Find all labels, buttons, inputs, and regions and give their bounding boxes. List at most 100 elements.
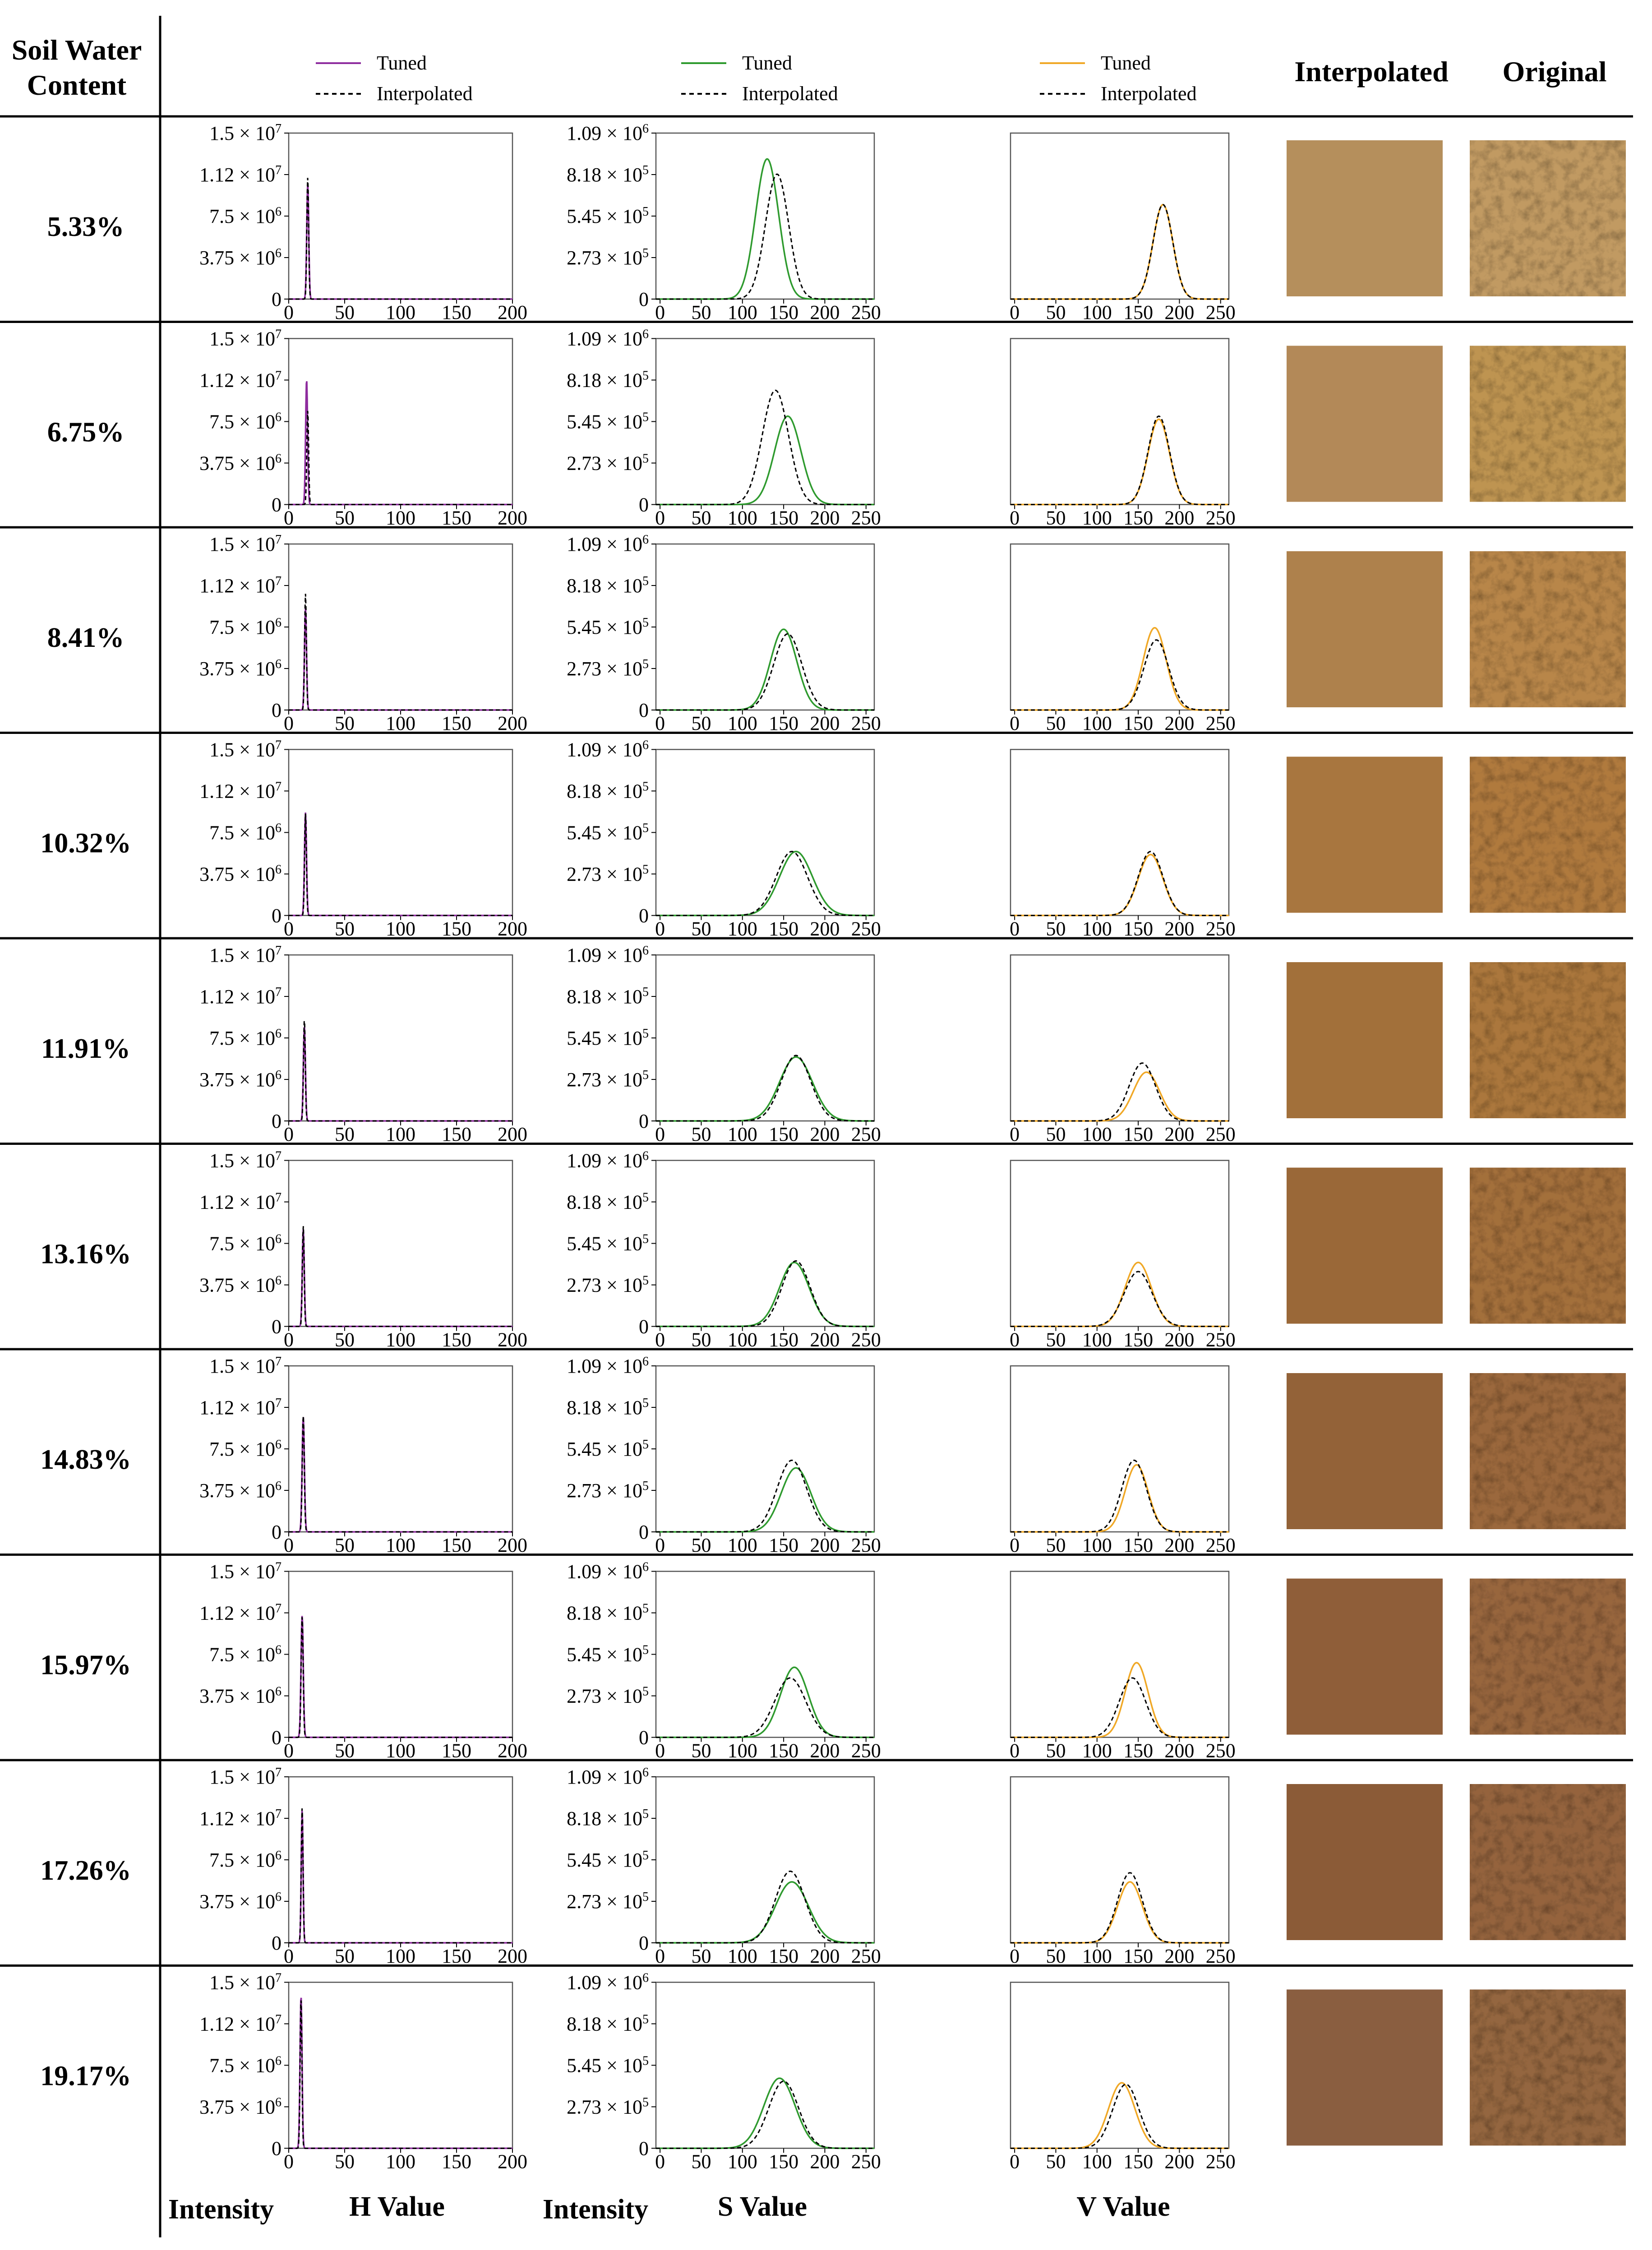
chart-h-x-tick-label: 200 <box>498 1740 527 1762</box>
chart-s-y-tick-label: 1.09 × 106 <box>567 122 649 144</box>
chart-s-x-tick-label: 250 <box>851 301 881 323</box>
legend-v: Tuned Interpolated <box>1040 52 1197 105</box>
chart-v-frame <box>1010 1982 1230 2149</box>
chart-v-x-tick-label: 250 <box>1206 1945 1236 1967</box>
row-title-line2: Content <box>27 69 127 101</box>
chart-v-frame <box>1010 1571 1230 1738</box>
row-label-water-content: 19.17% <box>40 2061 131 2092</box>
intensity-label-h: Intensity <box>168 2194 274 2225</box>
chart-s-interpolated-line <box>656 851 874 916</box>
chart-h-tuned-line <box>289 184 512 300</box>
chart-h-frame <box>288 132 513 300</box>
chart-h-y-tick-label: 1.5 × 107 <box>209 327 281 350</box>
chart-h-x-tick-label: 100 <box>386 1740 415 1762</box>
chart-h-panel: 0 3.75 × 106 7.5 × 106 1.12 × 107 1.5 × 107 0… <box>199 533 527 734</box>
interpolated-color-swatch <box>1287 1167 1443 1324</box>
chart-h-y-tick-label: 3.75 × 106 <box>199 1479 281 1502</box>
data-row: 5.33% 0 3.75 × 106 7.5 × 106 1.12 × 107 1.5 ×… <box>47 122 1626 323</box>
interpolated-color-swatch <box>1287 756 1443 913</box>
chart-h-y-tick-label: 3.75 × 106 <box>199 452 281 475</box>
chart-s-x-tick-label: 150 <box>769 918 798 940</box>
chart-h-y-tick-label: 1.5 × 107 <box>209 1766 281 1788</box>
chart-s-y-tick-label: 5.45 × 105 <box>567 1232 649 1255</box>
chart-v-x-tick-label: 0 <box>1010 1534 1020 1556</box>
chart-h-y-tick-label: 0 <box>272 1932 281 1954</box>
chart-v-panel: 0 50 100 150 200 250 <box>1010 749 1236 940</box>
chart-v-interpolated-line <box>1011 639 1229 711</box>
chart-s-x-tick-label: 50 <box>691 1329 711 1351</box>
chart-s-x-tick-label: 250 <box>851 507 881 529</box>
chart-v-x-tick-label: 50 <box>1046 1329 1066 1351</box>
chart-h-tuned-line <box>289 381 512 506</box>
data-row: 10.32% 0 3.75 × 106 7.5 × 106 1.12 × 107 1.5 … <box>40 738 1626 940</box>
chart-h-panel: 0 3.75 × 106 7.5 × 106 1.12 × 107 1.5 × 107 0… <box>199 1355 527 1556</box>
chart-h-panel: 0 3.75 × 106 7.5 × 106 1.12 × 107 1.5 × 107 0… <box>199 1560 527 1762</box>
chart-h-panel: 0 3.75 × 106 7.5 × 106 1.12 × 107 1.5 × 107 0… <box>199 1149 527 1351</box>
chart-h-x-tick-label: 0 <box>284 1123 294 1145</box>
chart-v-x-tick-label: 0 <box>1010 1329 1020 1351</box>
chart-v-panel: 0 50 100 150 200 250 <box>1010 1982 1236 2173</box>
chart-s-y-tick-label: 2.73 × 105 <box>567 1890 649 1913</box>
chart-h-frame <box>288 1776 513 1944</box>
chart-h-panel: 0 3.75 × 106 7.5 × 106 1.12 × 107 1.5 × 107 0… <box>199 738 527 940</box>
chart-h-frame <box>288 1160 513 1327</box>
chart-s-x-tick-label: 250 <box>851 1945 881 1967</box>
chart-s-x-tick-label: 200 <box>810 1329 840 1351</box>
chart-s-x-tick-label: 100 <box>728 2151 757 2173</box>
chart-h-panel: 0 3.75 × 106 7.5 × 106 1.12 × 107 1.5 × 107 0… <box>199 1971 527 2173</box>
chart-h-y-tick-label: 0 <box>272 2138 281 2160</box>
interpolated-color-swatch <box>1287 346 1443 502</box>
chart-v-x-tick-label: 200 <box>1164 2151 1194 2173</box>
chart-h-interpolated-line <box>289 178 512 300</box>
chart-v-tuned-line <box>1011 1071 1229 1122</box>
legend-s-tuned-label: Tuned <box>742 52 792 74</box>
v-value-label: V Value <box>1076 2191 1170 2222</box>
h-value-label: H Value <box>349 2191 445 2222</box>
chart-h-y-tick-label: 7.5 × 106 <box>209 1643 281 1666</box>
chart-h-x-tick-label: 200 <box>498 301 527 323</box>
chart-h-y-tick-label: 0 <box>272 1316 281 1338</box>
data-row: 13.16% 0 3.75 × 106 7.5 × 106 1.12 × 107 1.5 … <box>40 1149 1626 1351</box>
chart-v-interpolated-line <box>1011 204 1229 300</box>
chart-v-x-tick-label: 250 <box>1206 918 1236 940</box>
chart-v-x-tick-label: 50 <box>1046 918 1066 940</box>
chart-h-x-tick-label: 0 <box>284 918 294 940</box>
chart-h-tuned-line <box>289 812 512 917</box>
chart-s-panel: 0 2.73 × 105 5.45 × 105 8.18 × 105 1.09 × 10… <box>567 122 881 323</box>
chart-v-x-tick-label: 150 <box>1123 1945 1153 1967</box>
chart-s-interpolated-line <box>656 2080 874 2149</box>
chart-v-x-tick-label: 100 <box>1082 301 1112 323</box>
chart-s-y-tick-label: 8.18 × 105 <box>567 1602 649 1624</box>
row-label-water-content: 11.91% <box>41 1033 130 1064</box>
chart-h-x-tick-label: 50 <box>335 712 355 734</box>
chart-s-interpolated-line <box>656 633 874 711</box>
chart-h-y-tick-label: 7.5 × 106 <box>209 410 281 433</box>
chart-h-y-tick-label: 7.5 × 106 <box>209 1849 281 1871</box>
legend-v-interpolated-label: Interpolated <box>1101 83 1197 105</box>
chart-v-x-tick-label: 200 <box>1164 301 1194 323</box>
chart-s-frame <box>655 749 875 916</box>
chart-s-panel: 0 2.73 × 105 5.45 × 105 8.18 × 105 1.09 × 10… <box>567 944 881 1145</box>
original-soil-image <box>1470 962 1626 1118</box>
chart-v-x-tick-label: 0 <box>1010 1123 1020 1145</box>
chart-v-x-tick-label: 250 <box>1206 1329 1236 1351</box>
chart-s-interpolated-line <box>656 1260 874 1327</box>
chart-v-x-tick-label: 150 <box>1123 1740 1153 1762</box>
chart-s-y-tick-label: 2.73 × 105 <box>567 246 649 269</box>
chart-s-y-tick-label: 1.09 × 106 <box>567 533 649 555</box>
chart-s-x-tick-label: 50 <box>691 1534 711 1556</box>
chart-s-y-tick-label: 0 <box>639 699 649 721</box>
chart-h-y-tick-label: 3.75 × 106 <box>199 657 281 680</box>
chart-h-y-tick-label: 1.12 × 107 <box>199 2013 281 2035</box>
chart-v-frame <box>1010 132 1230 300</box>
chart-s-x-tick-label: 250 <box>851 1329 881 1351</box>
chart-h-interpolated-line <box>289 594 512 711</box>
interpolated-column-header: Interpolated <box>1294 55 1448 88</box>
legend-s: Tuned Interpolated <box>681 52 838 105</box>
chart-s-x-tick-label: 0 <box>655 712 665 734</box>
original-soil-image <box>1470 756 1626 913</box>
chart-s-panel: 0 2.73 × 105 5.45 × 105 8.18 × 105 1.09 × 10… <box>567 1355 881 1556</box>
chart-h-tuned-line <box>289 1229 512 1328</box>
chart-s-panel: 0 2.73 × 105 5.45 × 105 8.18 × 105 1.09 × 10… <box>567 738 881 940</box>
